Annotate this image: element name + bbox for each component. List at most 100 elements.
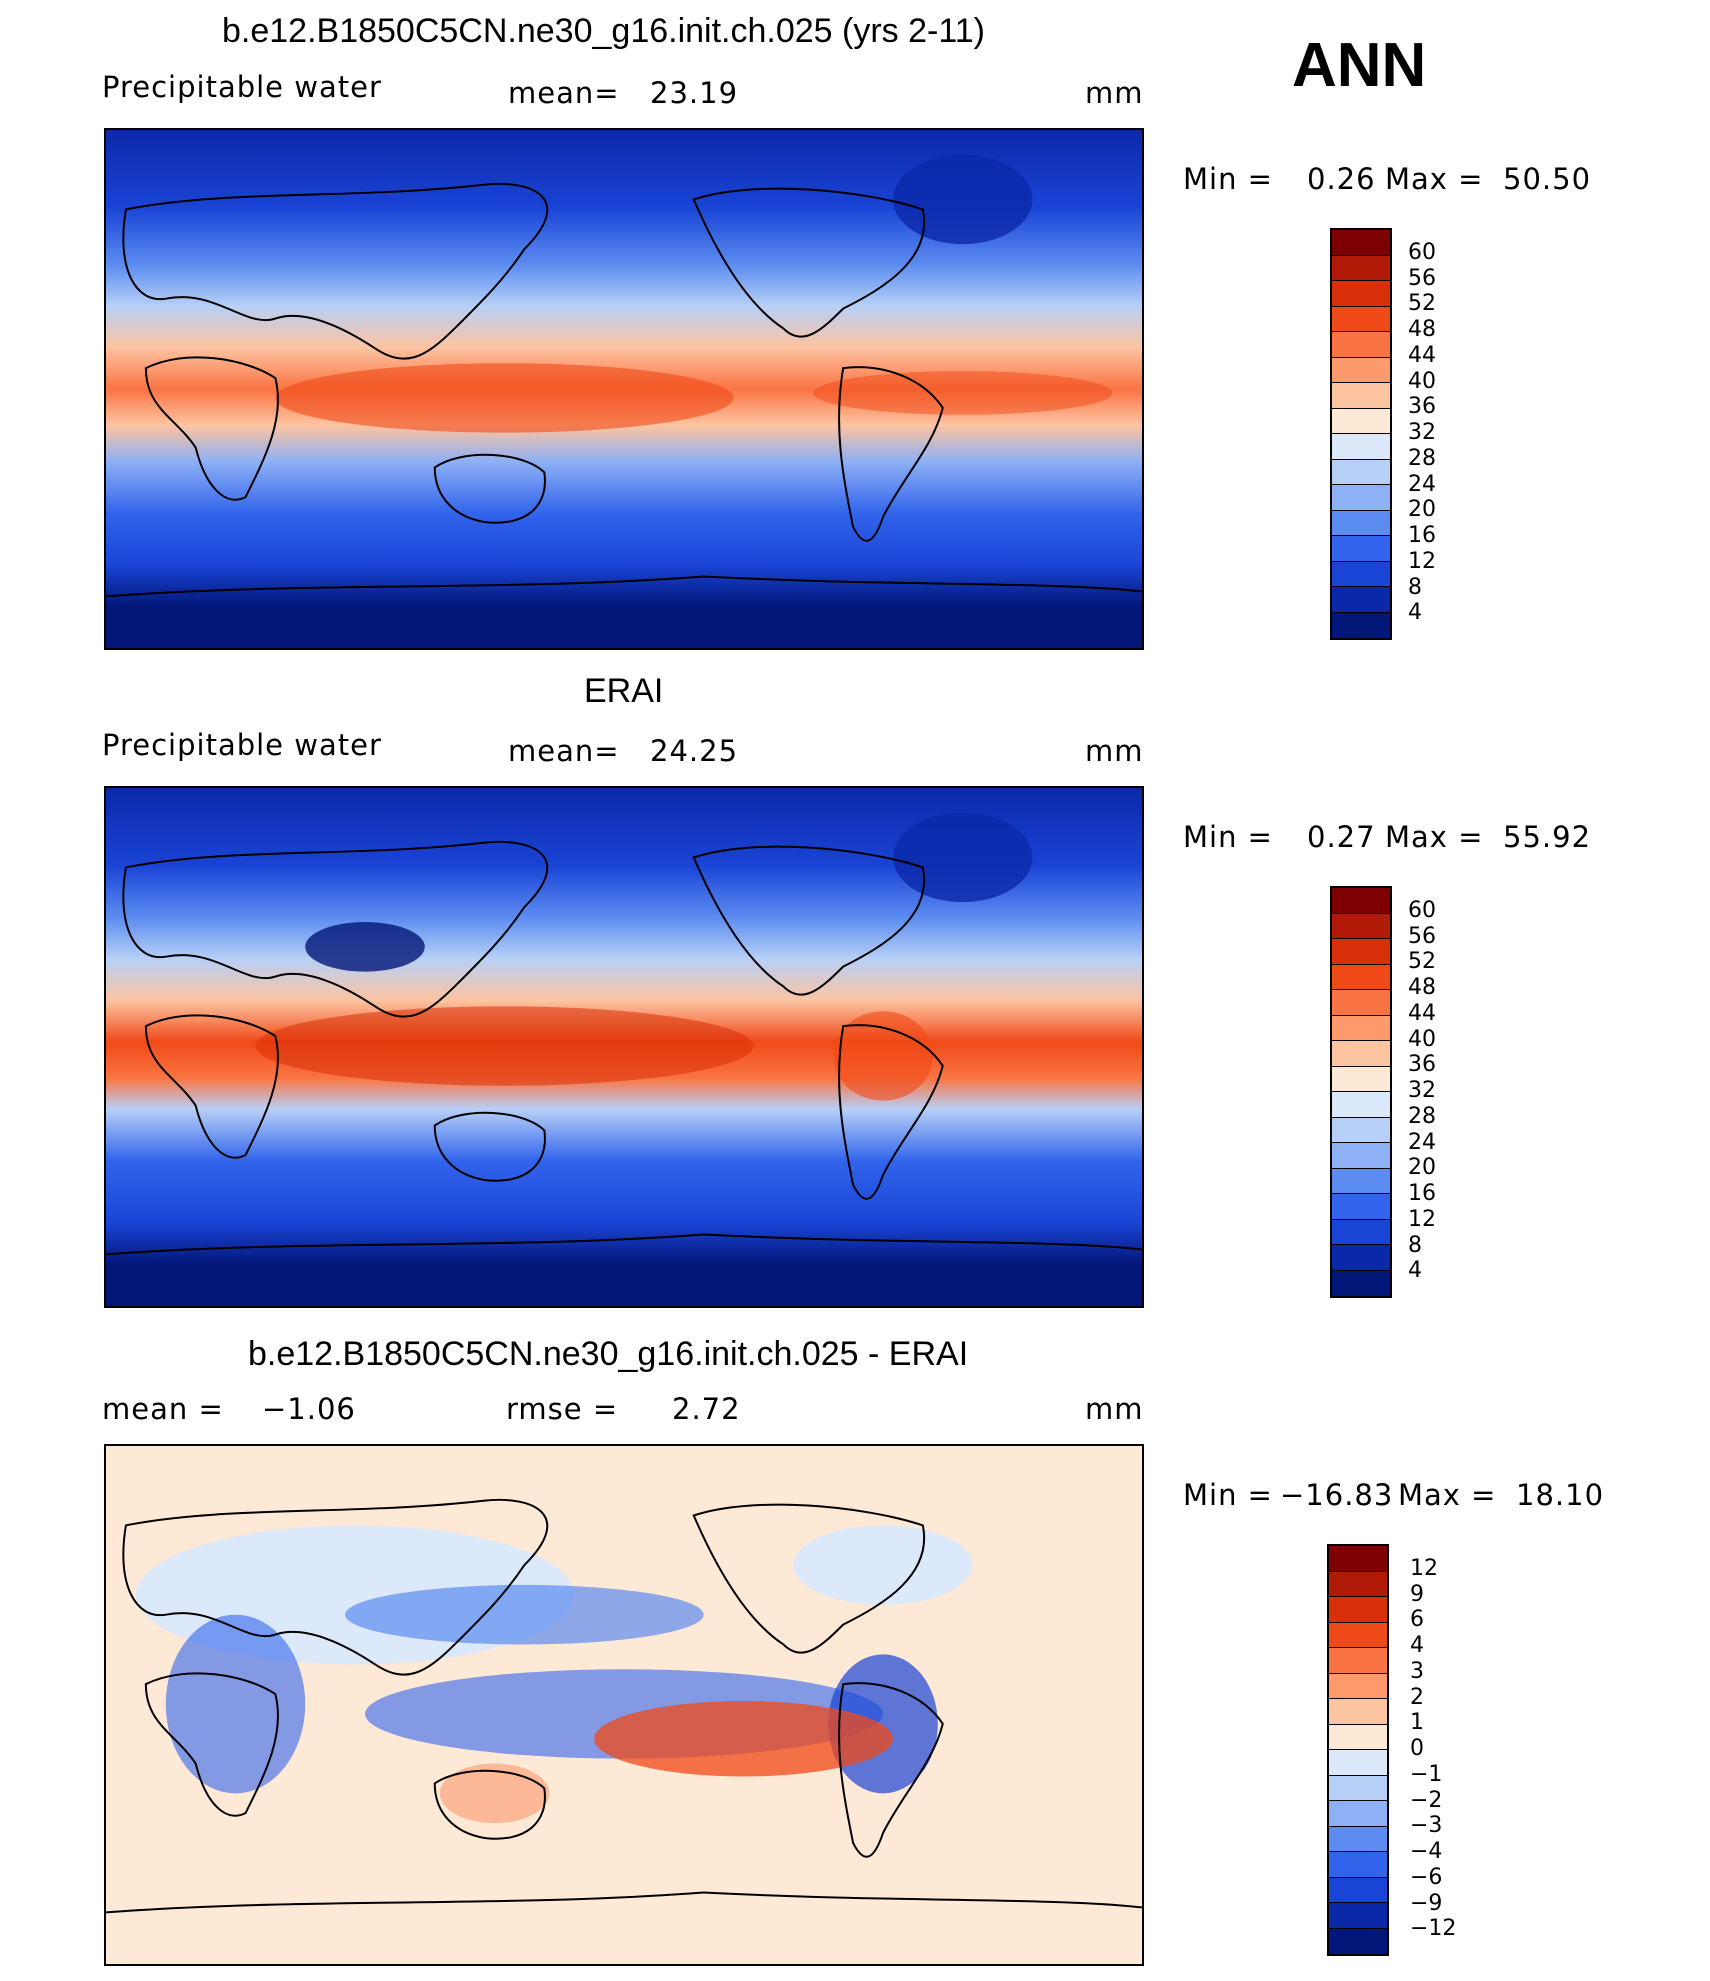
- colorbar-segment: [1329, 1648, 1387, 1674]
- panel3-min-label: Min =: [1183, 1478, 1273, 1512]
- colorbar-tick-label: 9: [1410, 1581, 1424, 1607]
- colorbar-segment: [1329, 1597, 1387, 1623]
- panel2-map: [104, 786, 1144, 1308]
- colorbar-tick-label: 16: [1408, 523, 1436, 548]
- panel3-title: b.e12.B1850C5CN.ne30_g16.init.ch.025 - E…: [248, 1335, 969, 1373]
- colorbar-tick-label: 60: [1408, 239, 1436, 265]
- colorbar-panel2: [1330, 886, 1392, 1298]
- colorbar-segment: [1329, 1801, 1387, 1827]
- colorbar-segment: [1332, 306, 1390, 332]
- colorbar-segment: [1332, 1270, 1390, 1296]
- panel2-greenland: [892, 812, 1033, 903]
- panel2-warm-pool: [255, 1006, 754, 1086]
- colorbar-segment: [1332, 383, 1390, 409]
- panel3-max-label: Max =: [1398, 1478, 1497, 1512]
- colorbar-tick-label: 32: [1408, 420, 1436, 445]
- colorbar-tick-label: 40: [1408, 368, 1436, 394]
- colorbar-tick-label: 12: [1408, 1206, 1436, 1232]
- colorbar-segment: [1332, 408, 1390, 434]
- colorbar-segment: [1329, 1724, 1387, 1750]
- colorbar-segment: [1332, 1143, 1390, 1169]
- colorbar-tick-label: −2: [1410, 1787, 1443, 1813]
- panel2-min-label: Min =: [1183, 820, 1273, 854]
- colorbar-tick-label: −9: [1410, 1890, 1443, 1916]
- colorbar-segment: [1332, 255, 1390, 281]
- colorbar-tick-label: 12: [1410, 1555, 1438, 1581]
- colorbar-segment: [1329, 1877, 1387, 1903]
- panel2-max-label: Max =: [1385, 820, 1484, 854]
- colorbar-segment: [1332, 1041, 1390, 1067]
- panel3-africa-neg: [165, 1614, 306, 1794]
- panel1-units: mm: [1085, 76, 1144, 110]
- colorbar-segment: [1332, 1194, 1390, 1220]
- colorbar-segment: [1332, 230, 1390, 256]
- colorbar-tick-label: −4: [1410, 1839, 1443, 1864]
- colorbar-tick-label: 2: [1410, 1684, 1424, 1710]
- colorbar-segment: [1332, 612, 1390, 638]
- colorbar-tick-label: 40: [1408, 1026, 1436, 1052]
- colorbar-tick-label: 56: [1408, 265, 1436, 291]
- colorbar-segment: [1332, 1117, 1390, 1143]
- panel1-mean-label: mean=: [508, 76, 620, 110]
- panel2-units: mm: [1085, 734, 1144, 768]
- colorbar-segment: [1332, 1245, 1390, 1271]
- colorbar-segment: [1332, 357, 1390, 383]
- colorbar-segment: [1332, 1015, 1390, 1041]
- panel2-title: ERAI: [584, 672, 664, 710]
- colorbar-tick-label: −1: [1410, 1761, 1443, 1787]
- colorbar-segment: [1332, 510, 1390, 536]
- panel2-mean-value: 24.25: [650, 734, 739, 768]
- colorbar-segment: [1332, 888, 1390, 914]
- panel1-warm-pool: [275, 363, 734, 433]
- colorbar-segment: [1329, 1622, 1387, 1648]
- colorbar-tick-label: −3: [1410, 1813, 1443, 1839]
- panel2-max-value: 55.92: [1503, 820, 1592, 854]
- colorbar-tick-label: 20: [1408, 1155, 1436, 1181]
- colorbar-segment: [1329, 1673, 1387, 1699]
- colorbar-segment: [1332, 1066, 1390, 1092]
- colorbar-tick-label: 44: [1408, 342, 1436, 368]
- colorbar-tick-label: 28: [1408, 445, 1436, 471]
- colorbar-segment: [1329, 1928, 1387, 1954]
- colorbar-tick-label: 48: [1408, 317, 1436, 342]
- panel2-min-value: 0.27: [1307, 820, 1376, 854]
- colorbar-tick-label: 36: [1408, 394, 1436, 420]
- colorbar-tick-label: 8: [1408, 574, 1422, 600]
- colorbar-segment: [1329, 1903, 1387, 1929]
- colorbar-segment: [1332, 587, 1390, 613]
- colorbar-tick-label: 12: [1408, 548, 1436, 574]
- colorbar-segment: [1332, 561, 1390, 587]
- colorbar-segment: [1332, 1092, 1390, 1118]
- colorbar-segment: [1329, 1546, 1387, 1572]
- panel3-rmse-label: rmse =: [506, 1392, 619, 1426]
- panel1-min-label: Min =: [1183, 162, 1273, 196]
- colorbar-segment: [1329, 1571, 1387, 1597]
- colorbar-segment: [1329, 1826, 1387, 1852]
- colorbar-tick-label: 44: [1408, 1000, 1436, 1026]
- colorbar-segment: [1332, 1219, 1390, 1245]
- colorbar-tick-label: 24: [1408, 1129, 1436, 1155]
- colorbar-segment: [1332, 990, 1390, 1016]
- panel3-min-value: −16.83: [1280, 1478, 1394, 1512]
- panel1-max-value: 50.50: [1503, 162, 1592, 196]
- colorbar-segment: [1329, 1852, 1387, 1878]
- panel1-mean-value: 23.19: [650, 76, 739, 110]
- panel3-rmse-value: 2.72: [672, 1392, 741, 1426]
- colorbar-segment: [1329, 1775, 1387, 1801]
- panel2-amazon: [833, 1011, 933, 1101]
- panel3-mean-label: mean =: [102, 1392, 224, 1426]
- colorbar-segment: [1332, 434, 1390, 460]
- colorbar-tick-label: 0: [1410, 1736, 1424, 1761]
- colorbar-segment: [1332, 332, 1390, 358]
- colorbar-tick-label: 52: [1408, 949, 1436, 975]
- colorbar-segment: [1332, 1168, 1390, 1194]
- colorbar-segment: [1332, 536, 1390, 562]
- colorbar-tick-label: 56: [1408, 923, 1436, 949]
- panel1-variable: Precipitable water: [102, 70, 382, 104]
- colorbar-segment: [1332, 459, 1390, 485]
- panel1-max-label: Max =: [1385, 162, 1484, 196]
- panel3-mean-value: −1.06: [262, 1392, 356, 1426]
- colorbar-segment: [1329, 1750, 1387, 1776]
- panel3-northamerica-neg: [793, 1525, 973, 1605]
- colorbar-tick-label: 24: [1408, 471, 1436, 497]
